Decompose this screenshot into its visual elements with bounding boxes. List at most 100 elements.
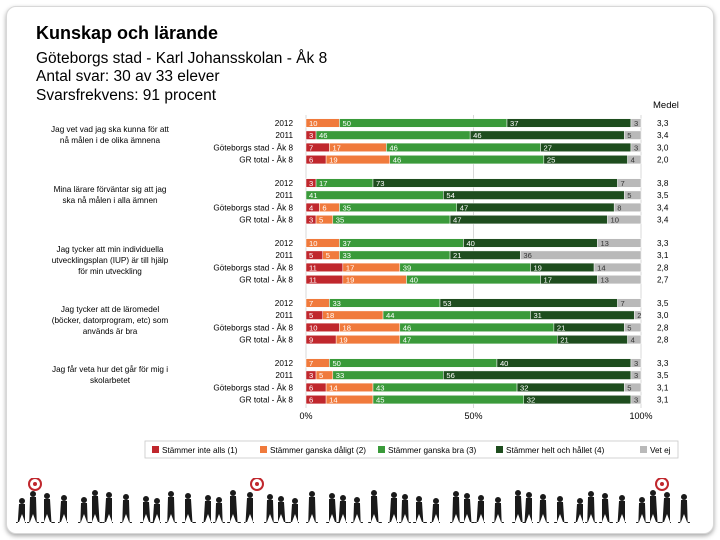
figure-head: [267, 494, 273, 500]
figure-head: [30, 491, 36, 497]
subtitle-responses: Antal svar: 30 av 33 elever: [36, 68, 220, 85]
bar-segment: [516, 382, 625, 392]
row-label: 2012: [275, 239, 294, 248]
bar-segment: [339, 118, 508, 128]
figure-head: [92, 490, 98, 496]
bar-segment: [439, 298, 618, 308]
question-label: används är bra: [83, 327, 138, 336]
bar-segment: [540, 142, 632, 152]
bar-segment: [627, 335, 642, 345]
mean-value: 3,3: [657, 239, 669, 248]
row-label: 2011: [275, 191, 293, 200]
row-label: GR total - Åk 8: [239, 155, 293, 165]
mean-value: 3,4: [657, 131, 669, 140]
bar-segment: [506, 118, 632, 128]
question-label: Jag tycker att de läromedel: [61, 305, 159, 314]
figure-head: [577, 498, 583, 504]
question-label: Jag vet vad jag ska kunna för att: [51, 125, 170, 134]
figure-head: [247, 492, 253, 498]
bar-segment: [627, 155, 642, 165]
bar-segment: [456, 202, 615, 212]
figure-head: [433, 498, 439, 504]
figure-body: [678, 500, 690, 523]
mean-value: 3,1: [657, 396, 669, 405]
figure-body: [120, 500, 132, 523]
bar-value-label: 8: [617, 203, 621, 212]
row-label: 2011: [275, 371, 293, 380]
bar-value-label: 10: [309, 239, 317, 248]
figure-head: [588, 491, 594, 497]
bar-value-label: 17: [346, 263, 354, 272]
bar-value-label: 19: [346, 276, 354, 285]
bar-value-label: 10: [309, 119, 317, 128]
figure-head: [453, 491, 459, 497]
question-label: utvecklingsplan (IUP) är till hjälp: [52, 256, 169, 265]
figure-head: [230, 490, 236, 496]
bar-value-label: 10: [611, 216, 619, 225]
x-tick-label: 0%: [299, 411, 312, 421]
bar-value-label: 31: [533, 311, 541, 320]
mean-value: 3,0: [657, 311, 669, 320]
bar-segment: [332, 215, 451, 225]
mean-value: 2,8: [657, 323, 669, 332]
figure-body: [430, 504, 440, 523]
bar-segment: [339, 238, 464, 248]
figure-head: [464, 493, 470, 499]
row-label: GR total - Åk 8: [239, 215, 293, 225]
bar-value-label: 40: [466, 239, 474, 248]
bar-segment: [613, 202, 642, 212]
bar-value-label: 3: [634, 371, 638, 380]
bar-value-label: 5: [319, 371, 323, 380]
figure-body: [182, 499, 196, 523]
mean-value: 3,3: [657, 359, 669, 368]
figure-head: [143, 496, 149, 502]
question-label: Jag får veta hur det går för mig i: [52, 364, 168, 374]
subtitle-school: Göteborgs stad - Karl Johansskolan - Åk …: [36, 50, 328, 67]
question-label: (böcker, datorprogram, etc) som: [52, 316, 169, 325]
figure-head: [602, 493, 608, 499]
bar-value-label: 41: [309, 191, 317, 200]
bar-value-label: 14: [329, 396, 337, 405]
bar-value-label: 3: [309, 131, 313, 140]
figure-head: [292, 498, 298, 504]
bar-value-label: 10: [309, 323, 317, 332]
slide-title: Kunskap och lärande: [36, 23, 219, 43]
bar-value-label: 33: [336, 371, 344, 380]
bar-segment: [399, 335, 558, 345]
figure-head: [478, 495, 484, 501]
bar-value-label: 7: [621, 179, 625, 188]
footer-figures-graphic: [16, 478, 690, 523]
figure-head: [557, 496, 563, 502]
figure-head: [354, 497, 360, 503]
bar-segment: [624, 130, 642, 140]
figure-body: [636, 503, 648, 523]
figure-body: [351, 503, 363, 523]
bar-value-label: 25: [547, 156, 555, 165]
row-label: GR total - Åk 8: [239, 335, 293, 345]
figure-head: [619, 495, 625, 501]
figure-head: [495, 497, 501, 503]
bar-segment: [372, 178, 618, 188]
bar-segment: [469, 130, 625, 140]
figure-head: [81, 497, 87, 503]
bar-segment: [630, 358, 642, 368]
bar-value-label: 17: [319, 179, 327, 188]
bar-segment: [496, 358, 632, 368]
legend-swatch: [640, 446, 647, 453]
bar-segment: [443, 190, 625, 200]
mean-value: 3,5: [657, 191, 669, 200]
bar-segment: [386, 142, 541, 152]
bar-value-label: 37: [343, 239, 351, 248]
figure-head: [664, 492, 670, 498]
figure-body: [227, 496, 241, 523]
figure-body: [647, 496, 661, 523]
mean-value: 3,1: [657, 383, 669, 392]
row-label: Göteborgs stad - Åk 8: [213, 382, 293, 392]
row-label: GR total - Åk 8: [239, 395, 293, 405]
figure-head: [123, 494, 129, 500]
bar-segment: [443, 370, 632, 380]
bar-value-label: 9: [309, 336, 313, 345]
figure-body: [413, 502, 427, 523]
bar-value-label: 6: [309, 383, 313, 392]
figure-body: [202, 501, 212, 523]
